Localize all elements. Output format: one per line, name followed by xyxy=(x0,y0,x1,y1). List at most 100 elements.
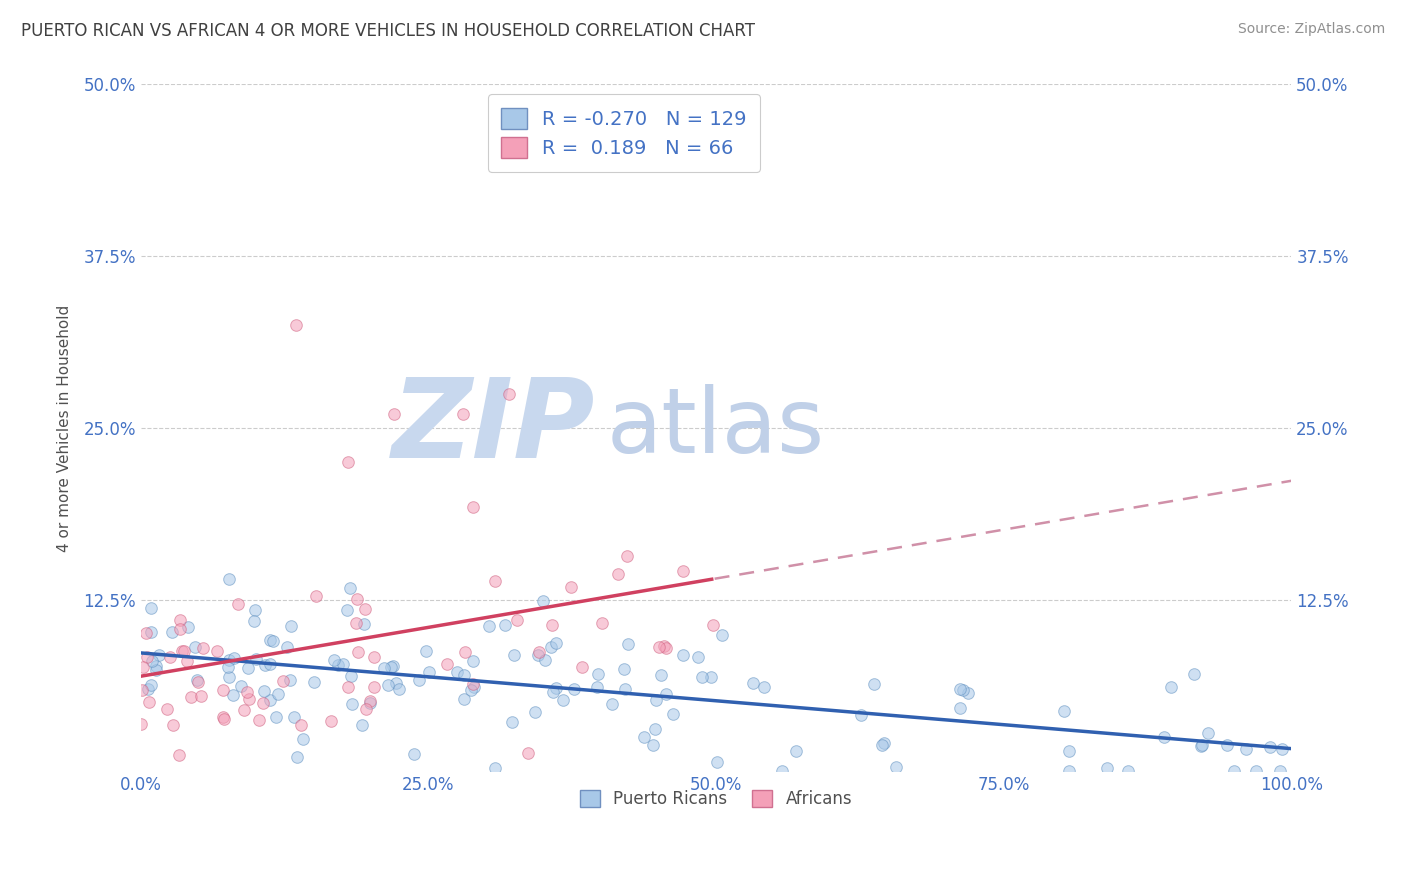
Point xyxy=(613,682,636,697)
Point xyxy=(162,624,184,639)
Point xyxy=(363,650,385,665)
Point xyxy=(245,603,267,617)
Point xyxy=(460,682,482,697)
Point xyxy=(131,682,153,697)
Point xyxy=(228,597,250,611)
Point xyxy=(141,600,163,615)
Text: Source: ZipAtlas.com: Source: ZipAtlas.com xyxy=(1237,22,1385,37)
Point xyxy=(332,657,354,671)
Point xyxy=(245,652,267,666)
Point xyxy=(957,686,980,700)
Point xyxy=(148,648,170,662)
Point xyxy=(534,653,557,667)
Point xyxy=(212,712,235,726)
Point xyxy=(253,684,276,698)
Point xyxy=(156,702,179,716)
Point xyxy=(408,673,430,687)
Point xyxy=(382,407,405,421)
Point xyxy=(870,738,893,752)
Point xyxy=(1160,680,1182,694)
Point xyxy=(415,644,437,658)
Point xyxy=(336,455,359,469)
Point xyxy=(218,572,240,586)
Point xyxy=(280,619,302,633)
Point xyxy=(671,564,693,578)
Y-axis label: 4 or more Vehicles in Household: 4 or more Vehicles in Household xyxy=(58,304,72,551)
Point xyxy=(259,633,281,648)
Point xyxy=(517,746,540,760)
Point xyxy=(560,581,582,595)
Point xyxy=(129,716,152,731)
Point xyxy=(222,688,245,702)
Point xyxy=(377,678,399,692)
Point xyxy=(169,613,191,627)
Point xyxy=(531,594,554,608)
Point xyxy=(337,680,360,694)
Point xyxy=(1059,764,1081,779)
Point xyxy=(212,682,235,697)
Point xyxy=(463,654,485,668)
Point xyxy=(266,687,288,701)
Point xyxy=(671,648,693,663)
Point xyxy=(484,574,506,588)
Text: ZIP: ZIP xyxy=(392,375,595,482)
Point xyxy=(501,714,523,729)
Point xyxy=(276,640,298,655)
Point xyxy=(1223,764,1246,779)
Point xyxy=(1097,761,1119,775)
Point xyxy=(453,692,475,706)
Point xyxy=(232,703,254,717)
Point xyxy=(655,640,678,655)
Point xyxy=(688,650,710,665)
Point xyxy=(633,730,655,744)
Point xyxy=(544,636,567,650)
Point xyxy=(359,694,381,708)
Point xyxy=(363,680,385,694)
Point xyxy=(585,680,607,694)
Point xyxy=(135,625,157,640)
Point xyxy=(172,644,194,658)
Point xyxy=(616,549,638,563)
Point xyxy=(1258,739,1281,754)
Point xyxy=(463,680,485,694)
Point xyxy=(259,657,281,671)
Point xyxy=(641,739,664,753)
Point xyxy=(191,640,214,655)
Point xyxy=(1215,738,1237,752)
Point xyxy=(527,648,550,662)
Point xyxy=(285,750,308,764)
Point xyxy=(523,705,546,719)
Point xyxy=(205,643,228,657)
Point xyxy=(211,710,233,724)
Point xyxy=(236,684,259,698)
Point xyxy=(180,690,202,705)
Point xyxy=(1197,726,1219,740)
Point xyxy=(346,645,368,659)
Point xyxy=(540,617,562,632)
Point xyxy=(285,318,308,332)
Point xyxy=(321,714,343,728)
Point xyxy=(770,764,793,779)
Point xyxy=(186,673,208,687)
Point xyxy=(238,692,260,706)
Point xyxy=(381,659,404,673)
Point xyxy=(305,590,328,604)
Point xyxy=(222,651,245,665)
Point xyxy=(454,645,477,659)
Point xyxy=(461,500,484,514)
Point xyxy=(252,696,274,710)
Point xyxy=(562,681,585,696)
Point xyxy=(259,692,281,706)
Point xyxy=(1234,742,1257,756)
Point xyxy=(1182,666,1205,681)
Point xyxy=(322,653,344,667)
Point xyxy=(849,708,872,723)
Point xyxy=(654,687,676,701)
Text: atlas: atlas xyxy=(607,384,825,472)
Point xyxy=(1116,764,1139,779)
Point xyxy=(388,681,411,696)
Point xyxy=(145,659,167,673)
Point xyxy=(949,681,972,696)
Point xyxy=(863,677,886,691)
Point xyxy=(339,668,361,682)
